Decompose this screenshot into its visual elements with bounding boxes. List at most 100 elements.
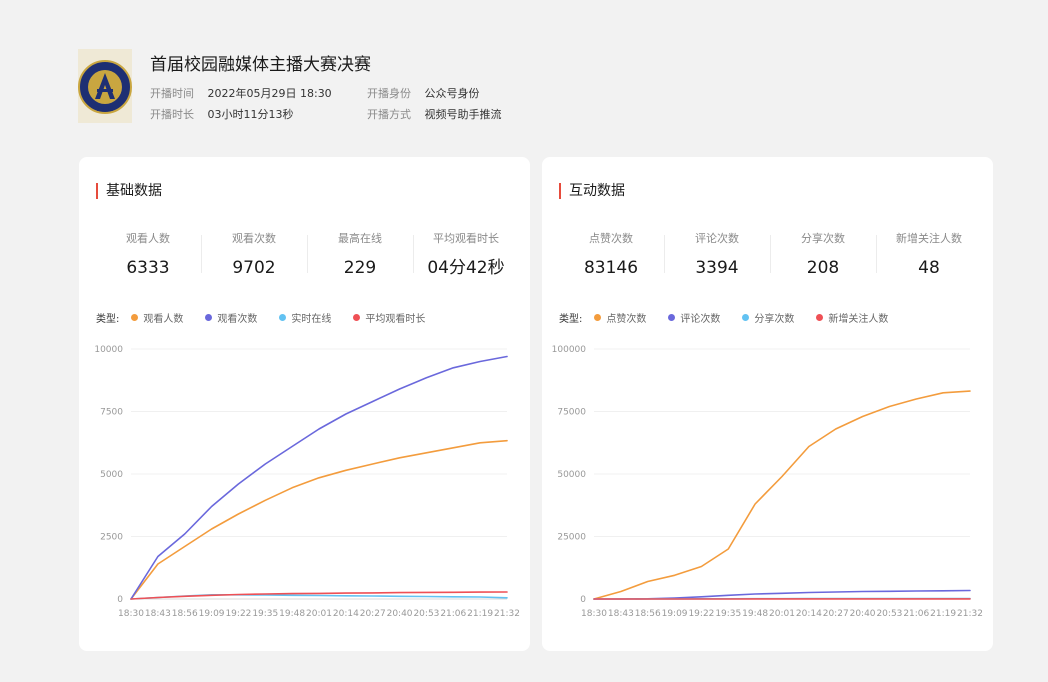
legend-dot [816,314,824,321]
x-tick-label: 20:14 [796,609,822,619]
y-tick-label: 50000 [557,470,586,480]
x-tick-label: 20:40 [850,609,876,619]
x-tick-label: 19:22 [225,609,251,619]
stat-item: 观看次数 9702 [201,231,307,281]
y-tick-label: 25000 [557,533,586,543]
stat-label: 观看人数 [126,232,170,245]
legend-item[interactable]: 评论次数 [668,310,720,325]
x-tick-label: 18:56 [172,609,198,619]
stat-item: 观看人数 6333 [95,231,201,281]
stat-label: 平均观看时长 [433,232,499,245]
stat-value: 83146 [583,258,639,278]
meta-value: 视频号助手推流 [424,108,502,121]
stat-item: 平均观看时长 04分42秒 [413,231,519,281]
legend-label: 观看人数 [143,314,184,325]
legend-item[interactable]: 新增关注人数 [816,310,888,325]
legend-label: 分享次数 [754,314,795,325]
meta-start-time: 开播时间 2022年05月29日 18:30 [150,85,332,101]
x-tick-label: 19:35 [252,609,278,619]
stat-value: 6333 [126,258,170,278]
legend-label: 新增关注人数 [828,314,889,325]
stat-label: 新增关注人数 [896,232,962,245]
x-tick-label: 20:53 [413,609,439,619]
page-title: 首届校园融媒体主播大赛决赛 [150,55,371,75]
x-tick-label: 19:35 [715,609,741,619]
x-tick-label: 20:27 [823,609,849,619]
meta-key: 开播时间 [150,87,194,100]
stat-item: 评论次数 3394 [664,231,770,281]
legend-dot [131,314,139,321]
stat-item: 点赞次数 83146 [558,231,664,281]
legend-title: 类型: [559,314,583,325]
meta-key: 开播方式 [367,108,411,121]
chart-legend: 类型: 点赞次数 评论次数 分享次数 新增关注人数 [559,310,910,325]
meta-method: 开播方式 视频号助手推流 [367,106,502,122]
x-tick-label: 20:01 [306,609,332,619]
stat-value: 229 [343,258,377,278]
x-tick-label: 21:06 [440,609,466,619]
stat-item: 最高在线 229 [307,231,413,281]
stats-row: 观看人数 6333 观看次数 9702 最高在线 229 平均观看时长 04分4… [95,231,519,281]
x-tick-label: 20:01 [769,609,795,619]
stat-label: 评论次数 [695,232,739,245]
legend-label: 实时在线 [291,314,332,325]
stats-row: 点赞次数 83146 评论次数 3394 分享次数 208 新增关注人数 48 [558,231,982,281]
meta-duration: 开播时长 03小时11分13秒 [150,106,294,122]
series-line [593,390,971,600]
meta-value: 03小时11分13秒 [207,108,294,121]
x-tick-label: 19:48 [279,609,305,619]
x-tick-label: 21:32 [957,609,983,619]
stat-value: 208 [806,258,840,278]
legend-dot [353,314,361,321]
x-tick-label: 20:40 [387,609,413,619]
legend-item[interactable]: 实时在线 [279,310,331,325]
legend-label: 观看次数 [217,314,258,325]
series-line [130,591,508,600]
y-tick-label: 2500 [100,533,123,543]
basic-data-card: 基础数据 观看人数 6333 观看次数 9702 最高在线 229 平均观看时长… [79,157,530,651]
stat-value: 3394 [695,258,739,278]
chart-legend: 类型: 观看人数 观看次数 实时在线 平均观看时长 [96,310,447,325]
stat-value: 9702 [232,258,276,278]
x-tick-label: 19:22 [688,609,714,619]
legend-label: 平均观看时长 [365,314,426,325]
legend-label: 评论次数 [680,314,721,325]
legend-item[interactable]: 观看人数 [131,310,183,325]
card-title: 互动数据 [559,183,625,199]
y-tick-label: 7500 [100,408,123,418]
legend-item[interactable]: 分享次数 [742,310,794,325]
meta-key: 开播身份 [367,87,411,100]
series-line [130,439,508,600]
x-tick-label: 18:30 [118,609,144,619]
legend-item[interactable]: 点赞次数 [594,310,646,325]
x-tick-label: 20:53 [876,609,902,619]
legend-item[interactable]: 观看次数 [205,310,257,325]
x-tick-label: 18:30 [581,609,607,619]
y-tick-label: 5000 [100,470,123,480]
legend-item[interactable]: 平均观看时长 [353,310,425,325]
y-tick-label: 0 [580,595,586,605]
live-header: 1908 首届校园融媒体主播大赛决赛 开播时间 2022年05月29日 18:3… [78,47,958,123]
meta-value: 2022年05月29日 18:30 [207,87,332,100]
x-tick-label: 18:43 [608,609,634,619]
x-tick-label: 21:32 [494,609,520,619]
y-tick-label: 100000 [552,345,587,355]
legend-dot [742,314,750,321]
legend-dot [279,314,287,321]
x-tick-label: 18:43 [145,609,171,619]
logo-year: 1908 [96,105,114,113]
legend-dot [205,314,213,321]
stat-item: 新增关注人数 48 [876,231,982,281]
meta-key: 开播时长 [150,108,194,121]
stat-label: 分享次数 [801,232,845,245]
interaction-data-card: 互动数据 点赞次数 83146 评论次数 3394 分享次数 208 新增关注人… [542,157,993,651]
series-line [130,355,508,600]
x-tick-label: 21:19 [930,609,956,619]
y-tick-label: 10000 [94,345,123,355]
stat-value: 04分42秒 [427,258,505,278]
basic-data-chart: 0 2500 5000 7500 10000 18:30 18:43 18:56 19:09 19… [79,337,530,627]
meta-identity: 开播身份 公众号身份 [367,85,480,101]
stat-value: 48 [918,258,940,278]
